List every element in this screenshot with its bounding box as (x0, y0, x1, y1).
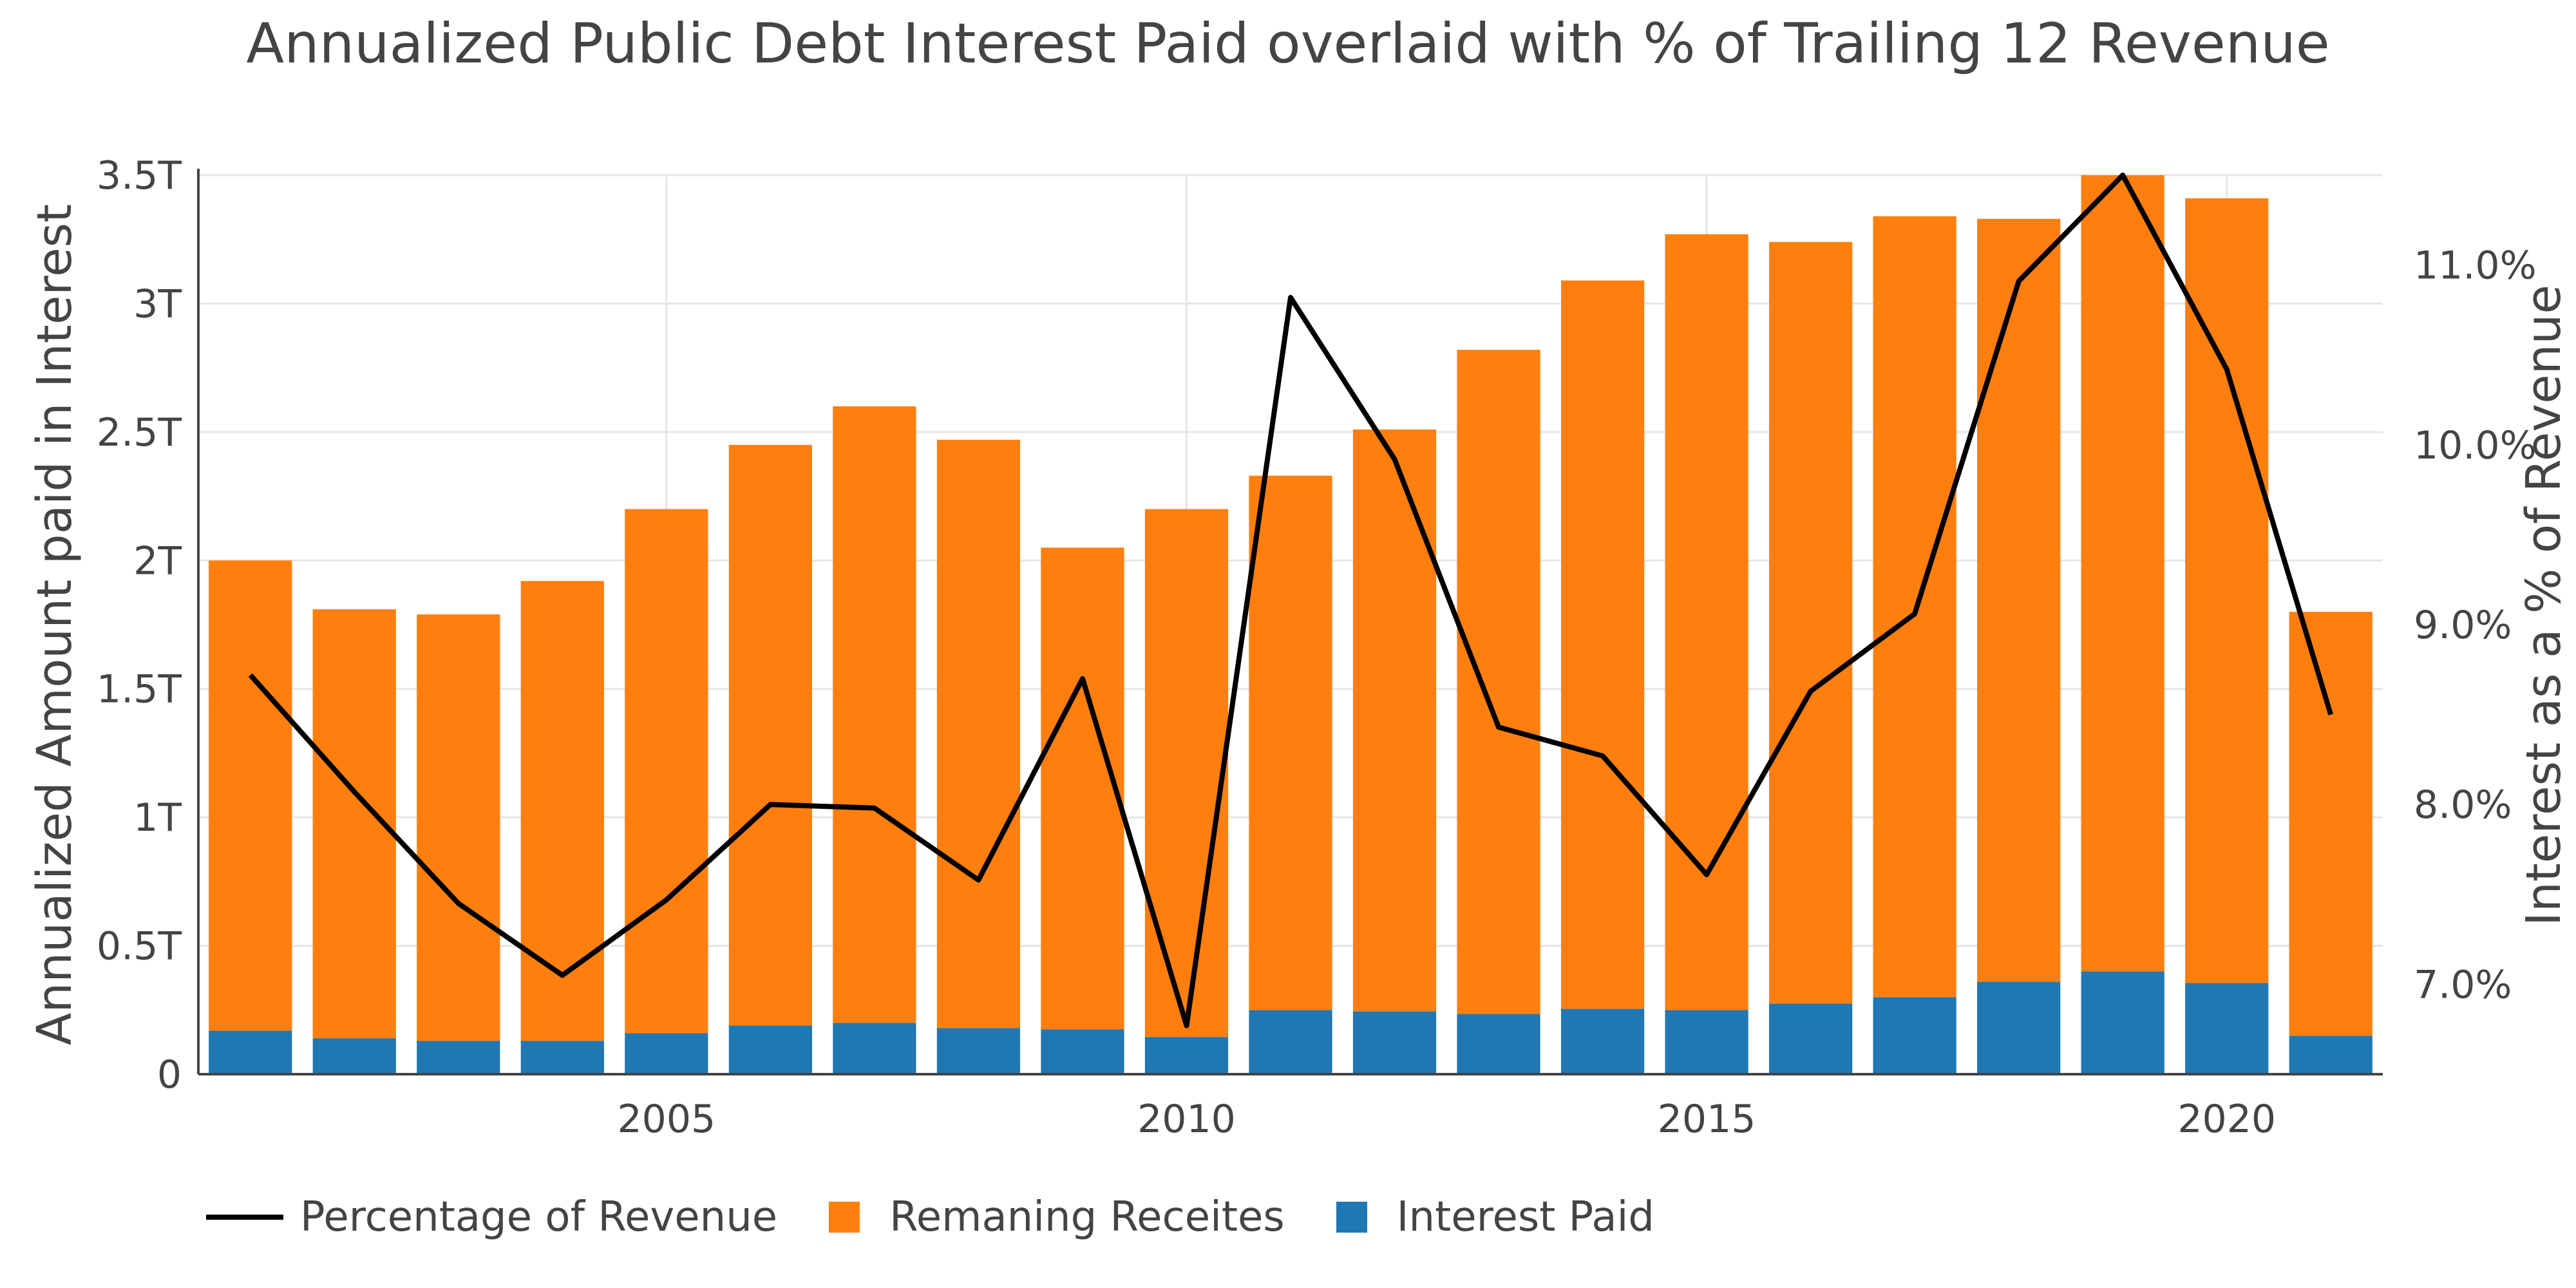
bar-remaining-receites (2289, 612, 2372, 1036)
y-tick-label: 3T (133, 281, 182, 327)
bar-remaining-receites (1352, 429, 1437, 1012)
y-tick-label: 3.5T (97, 153, 182, 198)
legend-label: Percentage of Revenue (300, 1193, 778, 1241)
legend-line-swatch (206, 1215, 283, 1220)
percentage-line (248, 173, 2334, 1028)
y-tick-label: 0 (157, 1052, 182, 1097)
bar-interest-paid (625, 1033, 708, 1074)
bar-interest-paid (1249, 1010, 1332, 1074)
y-tick-label: 1T (133, 795, 182, 840)
series-line-percentage (248, 173, 2334, 1028)
bar-interest-paid (2185, 983, 2269, 1074)
y-axis-title: Annualized Amount paid in Interest (27, 204, 82, 1046)
bar-interest-paid (1457, 1014, 1540, 1074)
bar-interest-paid (1977, 981, 2061, 1074)
x-tick-label: 2015 (1658, 1097, 1756, 1142)
bar-remaining-receites (1560, 280, 1645, 1009)
bar-interest-paid (728, 1025, 812, 1074)
bar-remaining-receites (1144, 509, 1229, 1037)
bar-remaining-receites (1249, 475, 1332, 1010)
legend-label: Remaning Receites (889, 1193, 1285, 1241)
bar-interest-paid (1041, 1029, 1124, 1074)
y2-tick-label: 9.0% (2414, 603, 2512, 648)
y-tick-label: 1.5T (97, 667, 182, 712)
y-tick-label: 2T (133, 538, 182, 583)
bar-interest-paid (1560, 1009, 1645, 1074)
bar-interest-paid (936, 1028, 1021, 1074)
y2-tick-label: 8.0% (2414, 782, 2512, 828)
legend-item-remaining[interactable]: Remaning Receites (829, 1193, 1285, 1241)
y2-axis-title: Interest as a % of Revenue (2516, 285, 2571, 926)
bar-interest-paid (2081, 971, 2164, 1074)
bar-interest-paid (1769, 1003, 1853, 1074)
y-tick-label: 2.5T (97, 410, 182, 455)
bars (209, 175, 2372, 1074)
bar-remaining-receites (833, 406, 916, 1023)
bar-remaining-receites (520, 581, 604, 1041)
bar-remaining-receites (625, 509, 708, 1034)
x-tick-label: 2005 (618, 1097, 716, 1142)
bar-remaining-receites (1457, 350, 1540, 1014)
axes (197, 169, 2383, 1075)
bar-interest-paid (1352, 1011, 1437, 1074)
x-tick-label: 2020 (2177, 1097, 2276, 1142)
bar-remaining-receites (1041, 547, 1124, 1030)
bar-interest-paid (520, 1041, 604, 1074)
legend-box-swatch (1336, 1202, 1367, 1233)
bar-interest-paid (312, 1038, 396, 1074)
bar-remaining-receites (209, 560, 292, 1031)
bar-interest-paid (1873, 997, 1956, 1074)
bar-interest-paid (417, 1041, 500, 1074)
bar-remaining-receites (1665, 234, 1748, 1010)
y2-tick-label: 7.0% (2414, 962, 2512, 1007)
bar-remaining-receites (2081, 175, 2164, 972)
bar-interest-paid (1144, 1037, 1229, 1074)
bar-remaining-receites (728, 444, 812, 1026)
legend-item-percentage[interactable]: Percentage of Revenue (206, 1193, 777, 1241)
tick-labels: 0 0.5T 1T 1.5T 2T 2.5T 3T 3.5T 7.0% 8.0% 9.0% 10.0%… (97, 153, 2537, 1142)
chart-title: Annualized Public Debt Interest Paid ove… (246, 12, 2330, 76)
y2-tick-label: 10.0% (2414, 423, 2537, 468)
bar-remaining-receites (2185, 198, 2269, 983)
bar-interest-paid (2289, 1036, 2372, 1074)
bar-remaining-receites (1977, 218, 2061, 982)
bar-remaining-receites (1769, 242, 1853, 1004)
y2-tick-label: 11.0% (2414, 243, 2537, 289)
legend-box-swatch (829, 1202, 860, 1233)
bar-interest-paid (209, 1030, 292, 1074)
legend-item-interest[interactable]: Interest Paid (1336, 1193, 1654, 1241)
bar-remaining-receites (417, 614, 500, 1041)
bar-interest-paid (833, 1023, 916, 1074)
legend: Percentage of Revenue Remaning Receites … (206, 1185, 1706, 1249)
bar-remaining-receites (936, 439, 1021, 1028)
y-tick-label: 0.5T (97, 924, 182, 969)
bar-interest-paid (1665, 1010, 1748, 1074)
legend-label: Interest Paid (1396, 1193, 1654, 1241)
x-tick-label: 2010 (1137, 1097, 1236, 1142)
